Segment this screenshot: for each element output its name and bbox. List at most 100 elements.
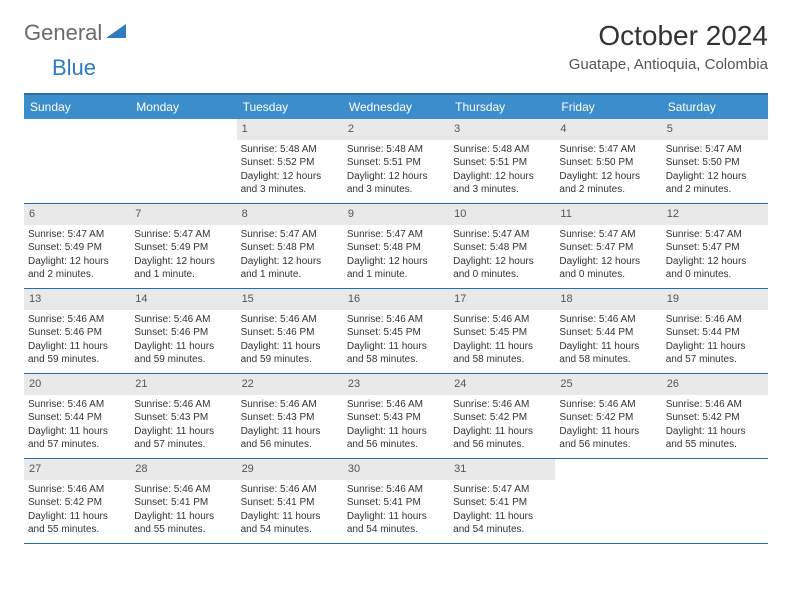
- sunset-line: Sunset: 5:42 PM: [559, 411, 657, 425]
- daylight-line: Daylight: 11 hours and 58 minutes.: [559, 340, 657, 367]
- sunrise-line: Sunrise: 5:48 AM: [347, 143, 445, 157]
- day-of-week-header-row: SundayMondayTuesdayWednesdayThursdayFrid…: [24, 95, 768, 119]
- sunset-line: Sunset: 5:41 PM: [241, 496, 339, 510]
- day-number: 29: [237, 459, 343, 480]
- day-number: 2: [343, 119, 449, 140]
- sunrise-line: Sunrise: 5:47 AM: [134, 228, 232, 242]
- day-number: 5: [662, 119, 768, 140]
- calendar: SundayMondayTuesdayWednesdayThursdayFrid…: [24, 93, 768, 544]
- location-text: Guatape, Antioquia, Colombia: [569, 56, 768, 73]
- day-cell: 28Sunrise: 5:46 AMSunset: 5:41 PMDayligh…: [130, 459, 236, 543]
- sunrise-line: Sunrise: 5:46 AM: [559, 313, 657, 327]
- day-number: 26: [662, 374, 768, 395]
- daylight-line: Daylight: 11 hours and 59 minutes.: [28, 340, 126, 367]
- day-cell: 12Sunrise: 5:47 AMSunset: 5:47 PMDayligh…: [662, 204, 768, 288]
- day-of-week-header: Friday: [555, 95, 661, 119]
- day-cell: [555, 459, 661, 543]
- day-cell: 30Sunrise: 5:46 AMSunset: 5:41 PMDayligh…: [343, 459, 449, 543]
- sunrise-line: Sunrise: 5:46 AM: [453, 398, 551, 412]
- sunset-line: Sunset: 5:41 PM: [347, 496, 445, 510]
- logo-triangle-icon: [106, 22, 128, 45]
- day-number: 20: [24, 374, 130, 395]
- sunset-line: Sunset: 5:49 PM: [28, 241, 126, 255]
- day-number: 27: [24, 459, 130, 480]
- sunset-line: Sunset: 5:42 PM: [453, 411, 551, 425]
- daylight-line: Daylight: 11 hours and 57 minutes.: [28, 425, 126, 452]
- day-number: [555, 459, 661, 480]
- sunrise-line: Sunrise: 5:46 AM: [134, 398, 232, 412]
- day-cell: 27Sunrise: 5:46 AMSunset: 5:42 PMDayligh…: [24, 459, 130, 543]
- sunrise-line: Sunrise: 5:46 AM: [28, 313, 126, 327]
- daylight-line: Daylight: 11 hours and 57 minutes.: [134, 425, 232, 452]
- day-cell: [130, 119, 236, 203]
- day-cell: 19Sunrise: 5:46 AMSunset: 5:44 PMDayligh…: [662, 289, 768, 373]
- daylight-line: Daylight: 12 hours and 3 minutes.: [347, 170, 445, 197]
- daylight-line: Daylight: 12 hours and 0 minutes.: [453, 255, 551, 282]
- sunrise-line: Sunrise: 5:47 AM: [347, 228, 445, 242]
- daylight-line: Daylight: 11 hours and 57 minutes.: [666, 340, 764, 367]
- sunset-line: Sunset: 5:46 PM: [134, 326, 232, 340]
- sunrise-line: Sunrise: 5:46 AM: [666, 313, 764, 327]
- daylight-line: Daylight: 11 hours and 55 minutes.: [28, 510, 126, 537]
- day-cell: 24Sunrise: 5:46 AMSunset: 5:42 PMDayligh…: [449, 374, 555, 458]
- day-of-week-header: Saturday: [662, 95, 768, 119]
- sunset-line: Sunset: 5:44 PM: [28, 411, 126, 425]
- sunrise-line: Sunrise: 5:47 AM: [559, 228, 657, 242]
- sunrise-line: Sunrise: 5:46 AM: [241, 398, 339, 412]
- month-title: October 2024: [569, 20, 768, 52]
- day-number: 10: [449, 204, 555, 225]
- logo-text-general: General: [24, 20, 102, 46]
- daylight-line: Daylight: 11 hours and 59 minutes.: [241, 340, 339, 367]
- sunset-line: Sunset: 5:48 PM: [347, 241, 445, 255]
- sunrise-line: Sunrise: 5:47 AM: [453, 228, 551, 242]
- day-cell: 15Sunrise: 5:46 AMSunset: 5:46 PMDayligh…: [237, 289, 343, 373]
- day-cell: 1Sunrise: 5:48 AMSunset: 5:52 PMDaylight…: [237, 119, 343, 203]
- sunrise-line: Sunrise: 5:46 AM: [559, 398, 657, 412]
- sunset-line: Sunset: 5:43 PM: [241, 411, 339, 425]
- daylight-line: Daylight: 11 hours and 56 minutes.: [559, 425, 657, 452]
- week-row: 20Sunrise: 5:46 AMSunset: 5:44 PMDayligh…: [24, 374, 768, 459]
- day-cell: 29Sunrise: 5:46 AMSunset: 5:41 PMDayligh…: [237, 459, 343, 543]
- daylight-line: Daylight: 12 hours and 2 minutes.: [28, 255, 126, 282]
- day-cell: 6Sunrise: 5:47 AMSunset: 5:49 PMDaylight…: [24, 204, 130, 288]
- day-of-week-header: Wednesday: [343, 95, 449, 119]
- daylight-line: Daylight: 11 hours and 54 minutes.: [347, 510, 445, 537]
- sunset-line: Sunset: 5:51 PM: [347, 156, 445, 170]
- day-cell: 4Sunrise: 5:47 AMSunset: 5:50 PMDaylight…: [555, 119, 661, 203]
- sunset-line: Sunset: 5:51 PM: [453, 156, 551, 170]
- day-number: 4: [555, 119, 661, 140]
- sunrise-line: Sunrise: 5:47 AM: [453, 483, 551, 497]
- day-cell: [24, 119, 130, 203]
- day-of-week-header: Tuesday: [237, 95, 343, 119]
- daylight-line: Daylight: 11 hours and 55 minutes.: [666, 425, 764, 452]
- day-number: 23: [343, 374, 449, 395]
- day-cell: 22Sunrise: 5:46 AMSunset: 5:43 PMDayligh…: [237, 374, 343, 458]
- sunrise-line: Sunrise: 5:47 AM: [559, 143, 657, 157]
- sunset-line: Sunset: 5:47 PM: [666, 241, 764, 255]
- daylight-line: Daylight: 12 hours and 2 minutes.: [666, 170, 764, 197]
- day-number: 31: [449, 459, 555, 480]
- day-cell: 10 Sunrise: 5:47 AMSunset: 5:48 PMDayligh…: [449, 204, 555, 288]
- daylight-line: Daylight: 11 hours and 54 minutes.: [453, 510, 551, 537]
- day-cell: 7Sunrise: 5:47 AMSunset: 5:49 PMDaylight…: [130, 204, 236, 288]
- sunrise-line: Sunrise: 5:46 AM: [241, 483, 339, 497]
- day-number: 9: [343, 204, 449, 225]
- day-number: 6: [24, 204, 130, 225]
- day-number: 12: [662, 204, 768, 225]
- sunset-line: Sunset: 5:44 PM: [559, 326, 657, 340]
- day-cell: 25Sunrise: 5:46 AMSunset: 5:42 PMDayligh…: [555, 374, 661, 458]
- day-cell: 11Sunrise: 5:47 AMSunset: 5:47 PMDayligh…: [555, 204, 661, 288]
- day-number: 28: [130, 459, 236, 480]
- sunset-line: Sunset: 5:47 PM: [559, 241, 657, 255]
- daylight-line: Daylight: 12 hours and 1 minute.: [134, 255, 232, 282]
- day-number: 19: [662, 289, 768, 310]
- sunrise-line: Sunrise: 5:46 AM: [666, 398, 764, 412]
- sunset-line: Sunset: 5:48 PM: [453, 241, 551, 255]
- sunrise-line: Sunrise: 5:46 AM: [134, 483, 232, 497]
- sunset-line: Sunset: 5:43 PM: [134, 411, 232, 425]
- sunrise-line: Sunrise: 5:46 AM: [347, 313, 445, 327]
- day-number: 8: [237, 204, 343, 225]
- daylight-line: Daylight: 11 hours and 59 minutes.: [134, 340, 232, 367]
- day-cell: 21Sunrise: 5:46 AMSunset: 5:43 PMDayligh…: [130, 374, 236, 458]
- sunset-line: Sunset: 5:42 PM: [666, 411, 764, 425]
